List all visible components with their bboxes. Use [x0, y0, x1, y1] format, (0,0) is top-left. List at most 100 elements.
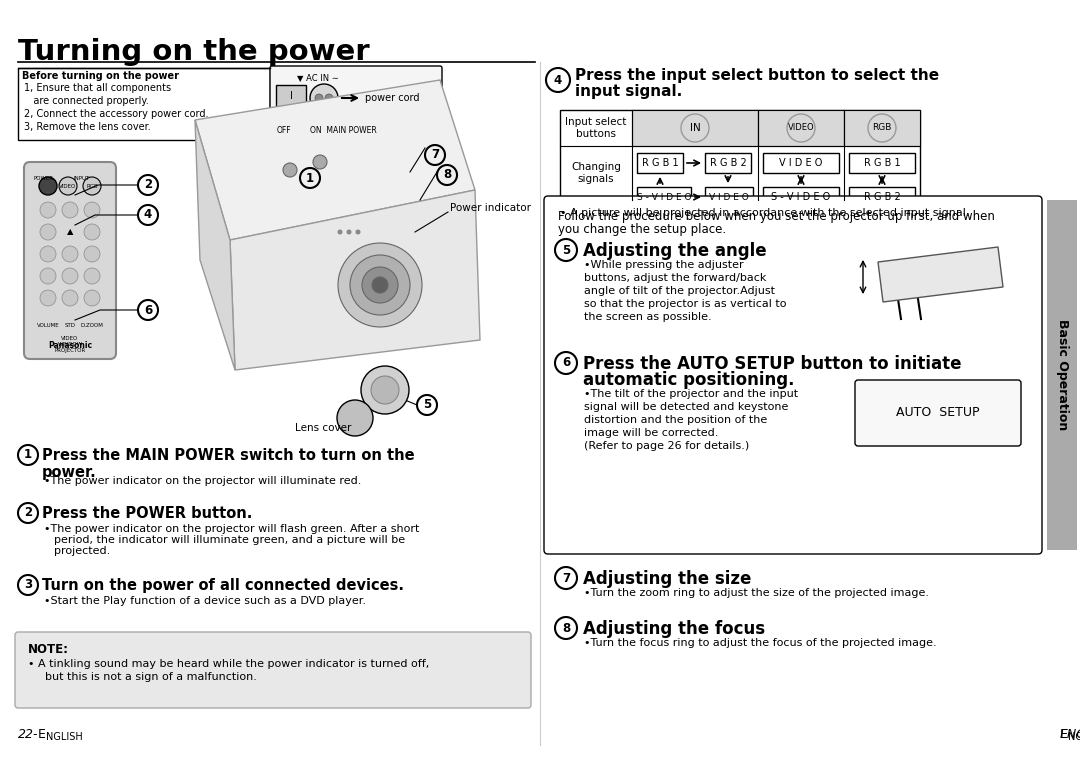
- Text: 3, Remove the lens cover.: 3, Remove the lens cover.: [24, 122, 151, 132]
- Text: 5: 5: [562, 243, 570, 256]
- Text: ENGLISH: ENGLISH: [1059, 728, 1080, 741]
- FancyBboxPatch shape: [855, 380, 1021, 446]
- Circle shape: [868, 114, 896, 142]
- FancyBboxPatch shape: [637, 187, 691, 207]
- Text: •While pressing the adjuster: •While pressing the adjuster: [584, 260, 744, 270]
- Circle shape: [337, 230, 342, 234]
- FancyBboxPatch shape: [705, 187, 753, 207]
- Polygon shape: [632, 110, 758, 146]
- Circle shape: [283, 163, 297, 177]
- Text: 4: 4: [554, 73, 562, 86]
- Text: R G B 2: R G B 2: [864, 192, 901, 202]
- Text: PROJECTOR: PROJECTOR: [54, 348, 85, 353]
- Circle shape: [372, 277, 388, 293]
- Circle shape: [681, 114, 708, 142]
- Circle shape: [338, 243, 422, 327]
- Circle shape: [372, 376, 399, 404]
- Text: •Turn the focus ring to adjust the focus of the projected image.: •Turn the focus ring to adjust the focus…: [584, 638, 936, 648]
- Text: E: E: [38, 728, 45, 741]
- Text: V I D E O: V I D E O: [780, 158, 823, 168]
- Circle shape: [362, 267, 399, 303]
- Circle shape: [40, 290, 56, 306]
- Text: 2: 2: [24, 507, 32, 520]
- Circle shape: [84, 290, 100, 306]
- FancyBboxPatch shape: [637, 153, 683, 173]
- Text: Turning on the power: Turning on the power: [18, 38, 369, 66]
- Circle shape: [310, 84, 338, 112]
- Text: 4: 4: [144, 208, 152, 221]
- Text: 6: 6: [144, 304, 152, 317]
- Circle shape: [62, 202, 78, 218]
- FancyBboxPatch shape: [705, 153, 751, 173]
- Text: S - V I D E O: S - V I D E O: [771, 192, 831, 202]
- FancyBboxPatch shape: [15, 632, 531, 708]
- Text: OFF: OFF: [276, 126, 292, 135]
- FancyBboxPatch shape: [24, 162, 116, 359]
- FancyBboxPatch shape: [1047, 200, 1077, 550]
- Text: STD: STD: [65, 323, 76, 328]
- Circle shape: [40, 202, 56, 218]
- Circle shape: [62, 290, 78, 306]
- Text: signal will be detected and keystone: signal will be detected and keystone: [584, 402, 788, 412]
- Text: V I D E O: V I D E O: [710, 192, 748, 201]
- Polygon shape: [195, 120, 235, 370]
- Text: •Start the Play function of a device such as a DVD player.: •Start the Play function of a device suc…: [44, 596, 366, 606]
- Text: POWER: POWER: [33, 176, 54, 181]
- Text: power cord: power cord: [365, 93, 419, 103]
- FancyBboxPatch shape: [18, 68, 270, 140]
- Text: 6: 6: [562, 356, 570, 369]
- Text: Lens cover: Lens cover: [295, 423, 351, 433]
- Text: projected.: projected.: [54, 546, 110, 556]
- Text: VOLUME: VOLUME: [37, 323, 59, 328]
- Text: Press the MAIN POWER switch to turn on the
power.: Press the MAIN POWER switch to turn on t…: [42, 448, 415, 481]
- Circle shape: [930, 267, 946, 283]
- Circle shape: [39, 177, 57, 195]
- Circle shape: [355, 230, 361, 234]
- Text: angle of tilt of the projector.Adjust: angle of tilt of the projector.Adjust: [584, 286, 775, 296]
- Circle shape: [361, 366, 409, 414]
- Text: (Refer to page 26 for details.): (Refer to page 26 for details.): [584, 441, 750, 451]
- Text: distortion and the position of the: distortion and the position of the: [584, 415, 767, 425]
- Text: R G B 1: R G B 1: [642, 158, 678, 168]
- Text: you change the setup place.: you change the setup place.: [558, 223, 726, 236]
- Polygon shape: [195, 80, 475, 240]
- Text: Changing
signals: Changing signals: [571, 162, 621, 184]
- Text: 5: 5: [423, 398, 431, 411]
- Circle shape: [40, 268, 56, 284]
- Text: VIDEO
WINDOW: VIDEO WINDOW: [57, 336, 83, 347]
- Text: are connected properly.: are connected properly.: [24, 96, 149, 106]
- Text: R G B 2: R G B 2: [710, 158, 746, 168]
- Text: •Turn the zoom ring to adjust the size of the projected image.: •Turn the zoom ring to adjust the size o…: [584, 588, 929, 598]
- Text: •The power indicator on the projector will flash green. After a short: •The power indicator on the projector wi…: [44, 524, 419, 534]
- Text: NGLISH: NGLISH: [46, 732, 83, 742]
- Text: •The tilt of the projector and the input: •The tilt of the projector and the input: [584, 389, 798, 399]
- Circle shape: [62, 246, 78, 262]
- FancyBboxPatch shape: [762, 187, 839, 207]
- Text: image will be corrected.: image will be corrected.: [584, 428, 718, 438]
- Circle shape: [40, 246, 56, 262]
- Text: 1: 1: [24, 449, 32, 462]
- Polygon shape: [230, 190, 480, 370]
- Text: Follow the procedure below when you set the projector up first, and when: Follow the procedure below when you set …: [558, 210, 995, 223]
- Text: • A tinkling sound may be heard while the power indicator is turned off,: • A tinkling sound may be heard while th…: [28, 659, 429, 669]
- FancyBboxPatch shape: [276, 85, 306, 107]
- Text: 7: 7: [562, 571, 570, 584]
- Text: RGB: RGB: [86, 183, 98, 188]
- Text: Press the AUTO SETUP button to initiate: Press the AUTO SETUP button to initiate: [583, 355, 961, 373]
- Circle shape: [62, 268, 78, 284]
- Circle shape: [347, 230, 351, 234]
- Text: Adjusting the size: Adjusting the size: [583, 570, 752, 588]
- Text: 1: 1: [306, 172, 314, 185]
- Text: 22-: 22-: [18, 728, 39, 741]
- Polygon shape: [758, 110, 843, 146]
- Text: I: I: [289, 91, 293, 101]
- Text: buttons, adjust the forward/back: buttons, adjust the forward/back: [584, 273, 767, 283]
- Polygon shape: [878, 247, 1003, 302]
- Text: INPUT: INPUT: [73, 176, 90, 181]
- Text: period, the indicator will illuminate green, and a picture will be: period, the indicator will illuminate gr…: [54, 535, 405, 545]
- FancyBboxPatch shape: [762, 153, 839, 173]
- Text: 2: 2: [144, 179, 152, 192]
- Text: R G B 1: R G B 1: [864, 158, 901, 168]
- Text: 2, Connect the accessory power cord.: 2, Connect the accessory power cord.: [24, 109, 208, 119]
- Circle shape: [313, 155, 327, 169]
